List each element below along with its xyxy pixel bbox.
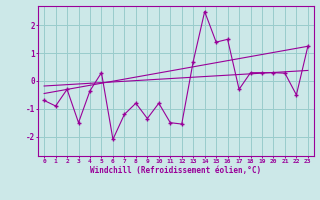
X-axis label: Windchill (Refroidissement éolien,°C): Windchill (Refroidissement éolien,°C): [91, 166, 261, 175]
